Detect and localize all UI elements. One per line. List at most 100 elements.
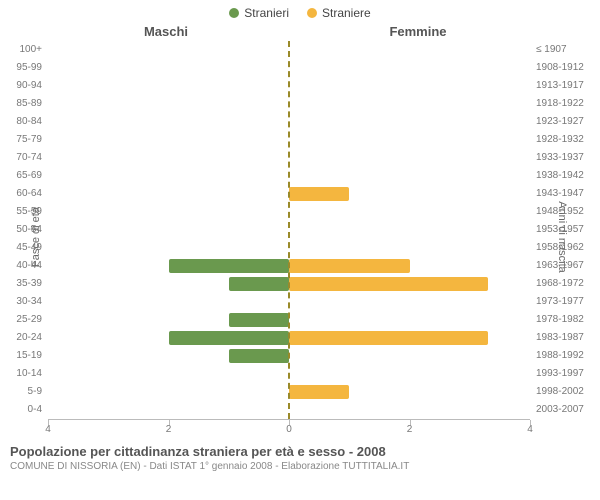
male-half [48, 167, 289, 185]
age-label: 35-39 [0, 275, 48, 293]
birth-year-label: 2003-2007 [530, 401, 598, 419]
birth-year-label: 1983-1987 [530, 329, 598, 347]
column-headers: Maschi Femmine [0, 24, 600, 39]
age-label: 85-89 [0, 95, 48, 113]
male-half [48, 149, 289, 167]
birth-year-label: 1993-1997 [530, 365, 598, 383]
birth-year-label: 1918-1922 [530, 95, 598, 113]
footer: Popolazione per cittadinanza straniera p… [0, 438, 600, 472]
age-label: 90-94 [0, 77, 48, 95]
male-half [48, 293, 289, 311]
x-tick-label: 0 [286, 424, 292, 435]
birth-year-label: 1928-1932 [530, 131, 598, 149]
female-bar [289, 187, 349, 201]
female-half [289, 365, 530, 383]
male-half [48, 347, 289, 365]
age-label: 65-69 [0, 167, 48, 185]
male-half [48, 95, 289, 113]
age-label: 15-19 [0, 347, 48, 365]
female-half [289, 77, 530, 95]
female-half [289, 59, 530, 77]
legend-item-male: Stranieri [229, 6, 289, 20]
female-half [289, 203, 530, 221]
age-label: 0-4 [0, 401, 48, 419]
age-label: 50-54 [0, 221, 48, 239]
age-label: 10-14 [0, 365, 48, 383]
birth-year-label: 1943-1947 [530, 185, 598, 203]
age-label: 5-9 [0, 383, 48, 401]
birth-year-label: 1908-1912 [530, 59, 598, 77]
male-half [48, 401, 289, 419]
age-label: 55-59 [0, 203, 48, 221]
birth-year-label: 1998-2002 [530, 383, 598, 401]
male-half [48, 221, 289, 239]
legend-label-male: Stranieri [244, 6, 289, 20]
birth-year-label: 1988-1992 [530, 347, 598, 365]
age-label: 60-64 [0, 185, 48, 203]
male-half [48, 59, 289, 77]
age-label: 100+ [0, 41, 48, 59]
age-label: 70-74 [0, 149, 48, 167]
age-label: 25-29 [0, 311, 48, 329]
male-bar [169, 259, 290, 273]
female-half [289, 239, 530, 257]
age-label: 40-44 [0, 257, 48, 275]
male-half [48, 275, 289, 293]
legend-swatch-female [307, 8, 317, 18]
age-label: 20-24 [0, 329, 48, 347]
birth-year-label: 1938-1942 [530, 167, 598, 185]
female-half [289, 401, 530, 419]
male-half [48, 113, 289, 131]
female-half [289, 329, 530, 347]
female-half [289, 383, 530, 401]
birth-year-label: 1968-1972 [530, 275, 598, 293]
legend-item-female: Straniere [307, 6, 371, 20]
female-half [289, 221, 530, 239]
female-half [289, 311, 530, 329]
female-half [289, 257, 530, 275]
legend-label-female: Straniere [322, 6, 371, 20]
x-axis: 02244 [48, 419, 530, 438]
age-label: 75-79 [0, 131, 48, 149]
male-half [48, 203, 289, 221]
legend-swatch-male [229, 8, 239, 18]
birth-year-label: 1933-1937 [530, 149, 598, 167]
male-half [48, 185, 289, 203]
male-half [48, 383, 289, 401]
female-half [289, 167, 530, 185]
female-half [289, 113, 530, 131]
male-half [48, 239, 289, 257]
female-half [289, 149, 530, 167]
female-half [289, 131, 530, 149]
male-bar [229, 349, 289, 363]
female-bar [289, 259, 410, 273]
female-half [289, 293, 530, 311]
female-bar [289, 385, 349, 399]
female-half [289, 347, 530, 365]
age-label: 80-84 [0, 113, 48, 131]
male-half [48, 311, 289, 329]
male-half [48, 257, 289, 275]
x-tick-label: 4 [527, 424, 533, 435]
population-pyramid-chart: 100+≤ 190795-991908-191290-941913-191785… [48, 41, 530, 419]
female-half [289, 95, 530, 113]
chart-wrap: Fasce di età Anni di nascita 100+≤ 19079… [0, 41, 600, 438]
chart-subtitle: COMUNE DI NISSORIA (EN) - Dati ISTAT 1° … [10, 461, 590, 472]
chart-title: Popolazione per cittadinanza straniera p… [10, 444, 590, 459]
age-label: 45-49 [0, 239, 48, 257]
birth-year-label: 1913-1917 [530, 77, 598, 95]
birth-year-label: 1973-1977 [530, 293, 598, 311]
male-bar [229, 313, 289, 327]
male-half [48, 77, 289, 95]
female-bar [289, 277, 488, 291]
birth-year-label: 1958-1962 [530, 239, 598, 257]
female-half [289, 275, 530, 293]
birth-year-label: ≤ 1907 [530, 41, 598, 59]
male-half [48, 131, 289, 149]
birth-year-label: 1948-1952 [530, 203, 598, 221]
female-half [289, 185, 530, 203]
header-female: Femmine [292, 24, 600, 39]
male-bar [169, 331, 290, 345]
legend: Stranieri Straniere [0, 0, 600, 20]
birth-year-label: 1963-1967 [530, 257, 598, 275]
